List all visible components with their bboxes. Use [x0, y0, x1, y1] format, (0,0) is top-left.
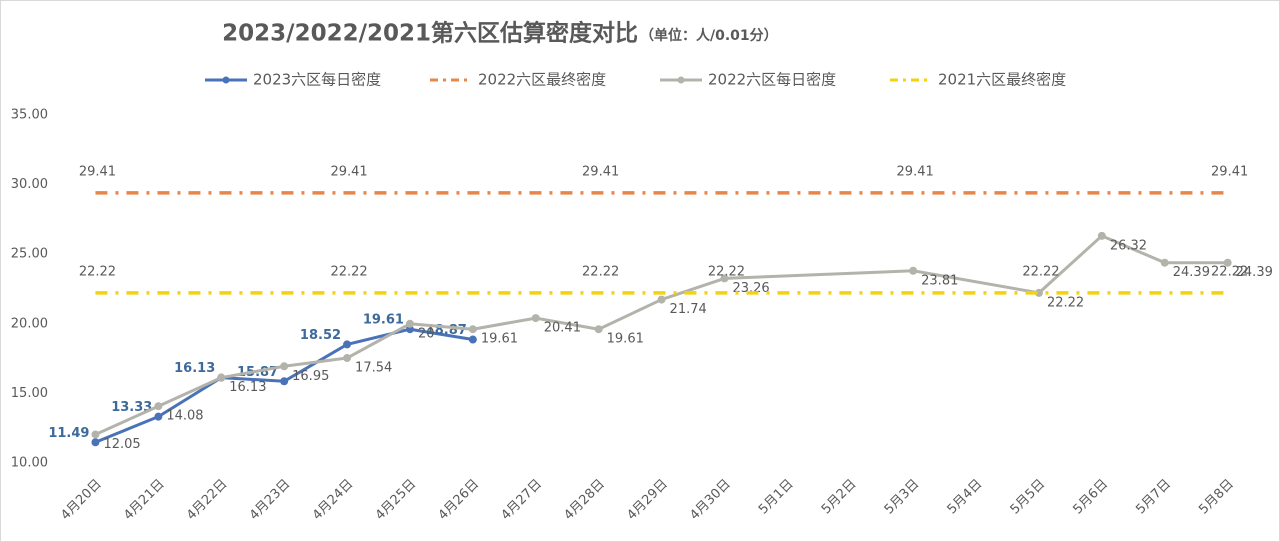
legend-marker [677, 76, 685, 84]
data-label: 16.13 [229, 380, 266, 395]
data-point [343, 340, 352, 349]
data-label: 23.26 [732, 281, 769, 296]
data-label: 22.22 [582, 264, 619, 279]
data-point [154, 402, 163, 411]
chart-subtitle: （单位：人/0.01分） [640, 27, 778, 44]
data-label: 24.39 [1173, 265, 1210, 280]
data-label: 29.41 [582, 164, 619, 179]
legend-marker [222, 76, 230, 84]
data-label: 17.54 [355, 361, 392, 376]
data-point [405, 319, 414, 328]
legend-label: 2022六区每日密度 [708, 71, 836, 89]
data-point [594, 325, 603, 334]
data-point [91, 438, 100, 447]
data-label: 16.13 [174, 361, 215, 376]
data-label: 19.61 [363, 313, 404, 328]
data-point [468, 325, 477, 334]
data-label: 21.74 [670, 302, 707, 317]
data-label: 12.05 [103, 437, 140, 452]
gap-connector [724, 269, 914, 280]
y-tick-label: 10.00 [11, 456, 48, 471]
data-point [280, 377, 289, 386]
data-label: 20 [418, 326, 435, 341]
data-point [91, 430, 100, 439]
data-label: 20.41 [544, 321, 581, 336]
data-label: 18.52 [300, 328, 341, 343]
y-tick-label: 25.00 [11, 247, 48, 262]
series-line [1037, 234, 1228, 295]
data-label: 24.39 [1236, 265, 1273, 280]
data-point [1160, 258, 1169, 267]
data-point [657, 295, 666, 304]
data-label: 22.22 [1211, 264, 1248, 279]
data-label: 19.61 [607, 332, 644, 347]
data-label: 29.41 [79, 164, 116, 179]
data-point [531, 314, 540, 323]
data-label: 29.41 [330, 164, 367, 179]
legend-label: 2021六区最终密度 [938, 71, 1066, 89]
data-label: 16.95 [292, 369, 329, 384]
data-label: 22.22 [79, 264, 116, 279]
data-point [154, 412, 163, 421]
data-point [280, 362, 289, 371]
legend-label: 2022六区最终密度 [478, 71, 606, 89]
y-tick-label: 30.00 [11, 177, 48, 192]
data-label: 22.22 [708, 264, 745, 279]
data-label: 22.22 [330, 264, 367, 279]
data-label: 22.22 [1047, 295, 1084, 310]
y-tick-label: 15.00 [11, 386, 48, 401]
data-point [1223, 258, 1232, 267]
chart-title: 2023/2022/2021第六区估算密度对比 [222, 20, 638, 47]
legend-label: 2023六区每日密度 [253, 71, 381, 89]
y-tick-label: 20.00 [11, 316, 48, 331]
data-label: 29.41 [1211, 164, 1248, 179]
data-label: 13.33 [111, 400, 152, 415]
data-point [468, 335, 477, 344]
y-tick-label: 35.00 [11, 108, 48, 123]
data-point [909, 266, 918, 275]
data-point [217, 373, 226, 382]
data-label: 11.49 [48, 426, 89, 441]
gap-connector [912, 269, 1040, 295]
data-point [1034, 288, 1043, 297]
data-point [720, 274, 729, 283]
data-label: 23.81 [921, 273, 958, 288]
data-label: 19.61 [481, 332, 518, 347]
data-point [343, 354, 352, 363]
data-label: 22.22 [1022, 264, 1059, 279]
data-label: 29.41 [897, 164, 934, 179]
data-label: 14.08 [166, 409, 203, 424]
data-point [1097, 231, 1106, 240]
data-label: 26.32 [1110, 238, 1147, 253]
